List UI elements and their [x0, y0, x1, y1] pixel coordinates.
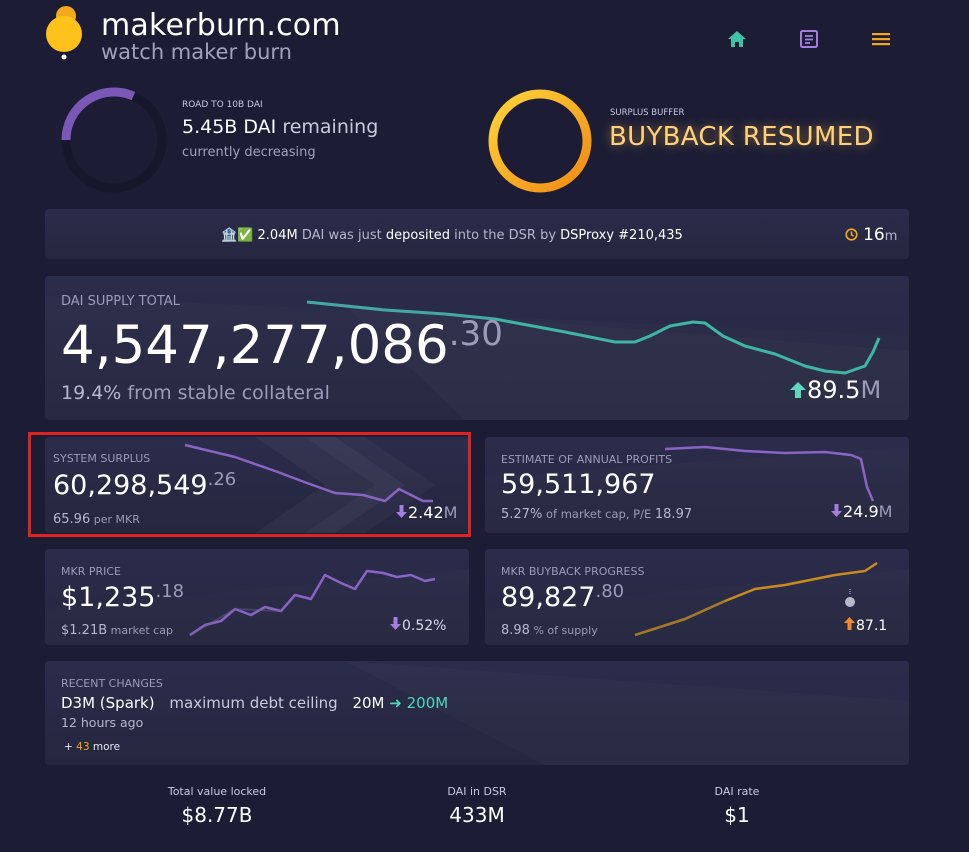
surplus-label: SYSTEM SURPLUS [53, 452, 151, 465]
arrow-up-icon [790, 382, 806, 398]
profits-pct-text: of market cap, P/E [542, 507, 655, 521]
surplus-change-unit: M [443, 503, 458, 522]
nav-docs-button[interactable] [799, 29, 819, 49]
mkr-price-change: 0.52% [402, 618, 447, 634]
recent-item-to: 200M [406, 694, 449, 712]
road-progress-ring [60, 86, 168, 194]
footer-stat-value: $8.77B [181, 803, 253, 827]
buyback-change: 87.1 [856, 618, 888, 634]
recent-item-name: D3M (Spark) [61, 694, 155, 712]
footer-stat-dsr: DAI in DSR 433M [397, 785, 557, 827]
supply-stable-text: from stable collateral [121, 382, 330, 404]
recent-item-from: 20M [352, 694, 385, 712]
menu-icon [872, 33, 890, 46]
site-tagline: watch maker burn [101, 40, 292, 64]
document-icon [800, 30, 818, 48]
buffer-label: SURPLUS BUFFER [610, 108, 685, 118]
mkr-price-label: MKR PRICE [61, 565, 121, 578]
supply-change-value: 89.5 [807, 376, 861, 404]
more-suffix: more [89, 741, 121, 753]
recent-label: RECENT CHANGES [61, 677, 163, 690]
logo-bulb-icon [42, 4, 86, 62]
more-changes-link[interactable]: + 43 more [64, 741, 120, 753]
surplus-decimal: .26 [207, 469, 237, 490]
surplus-change-value: 2.42 [408, 503, 444, 522]
ticker-time-unit: m [884, 229, 898, 244]
arrow-down-icon [390, 617, 401, 630]
nav-home-button[interactable] [726, 29, 748, 49]
ticker-emoji: 🏦✅ [221, 228, 254, 243]
system-surplus-card[interactable]: SYSTEM SURPLUS 60,298,549.26 65.96 per M… [45, 437, 469, 533]
buffer-ring [487, 88, 593, 194]
profits-pct: 5.27% [501, 507, 543, 522]
mkr-market-cap: $1.21B [61, 623, 108, 638]
arrow-up-icon [844, 617, 855, 630]
recent-item-time: 12 hours ago [61, 715, 144, 730]
ticker-amount: 2.04M [257, 228, 298, 243]
supply-sparkline [306, 300, 881, 375]
ticker-actor[interactable]: DSProxy #210,435 [560, 228, 683, 243]
buyback-pct: 8.98 [501, 623, 530, 638]
ticker-time-value: 16 [863, 225, 885, 245]
footer-stat-label: DAI rate [714, 785, 760, 798]
buyback-label: MKR BUYBACK PROGRESS [501, 565, 645, 578]
buffer-status: BUYBACK RESUMED [609, 122, 874, 152]
more-prefix: + [64, 741, 77, 753]
buyback-decimal: .80 [595, 581, 625, 602]
supply-stable-pct: 19.4% [61, 382, 122, 404]
nav-menu-button[interactable] [871, 31, 891, 47]
ticker-action: deposited [385, 228, 451, 243]
more-count: 43 [76, 741, 90, 753]
footer-stat-value: $1 [724, 803, 750, 827]
surplus-value: 60,298,549 [53, 470, 208, 501]
ticker-text-1: DAI was just [297, 228, 386, 243]
mkr-price-sparkline [189, 569, 436, 637]
profits-change-unit: M [878, 502, 893, 521]
ticker-text-2: into the DSR by [450, 228, 561, 243]
supply-label: DAI SUPPLY TOTAL [61, 294, 180, 309]
profits-value: 59,511,967 [501, 469, 656, 500]
road-amount: 5.45B DAI [182, 116, 277, 138]
activity-ticker[interactable]: 🏦✅ 2.04M DAI was just deposited into the… [45, 209, 909, 259]
bomb-icon [843, 587, 857, 609]
highlight-box [28, 432, 471, 537]
buyback-pct-text: % of supply [529, 624, 598, 637]
mkr-price-value: $1,235 [61, 582, 156, 613]
annual-profits-card[interactable]: ESTIMATE OF ANNUAL PROFITS 59,511,967 5.… [485, 437, 909, 533]
road-label: ROAD TO 10B DAI [182, 100, 263, 110]
clock-icon [845, 228, 858, 241]
mkr-market-cap-text: market cap [107, 624, 173, 637]
site-title[interactable]: makerburn.com [101, 8, 341, 43]
footer-stat-tvl: Total value locked $8.77B [137, 785, 297, 827]
mkr-price-card[interactable]: MKR PRICE $1,235.18 $1.21B market cap 0.… [45, 549, 469, 645]
recent-item-param: maximum debt ceiling [169, 694, 338, 712]
footer-stat-rate: DAI rate $1 [657, 785, 817, 827]
mkr-buyback-card[interactable]: MKR BUYBACK PROGRESS 89,827.80 8.98 % of… [485, 549, 909, 645]
arrow-down-icon [396, 505, 407, 518]
profits-change-value: 24.9 [843, 502, 879, 521]
recent-changes-card[interactable]: RECENT CHANGES D3M (Spark) maximum debt … [45, 661, 909, 765]
profits-pe: 18.97 [654, 507, 693, 522]
arrow-right-icon: ➜ [389, 694, 402, 712]
surplus-per-mkr-text: per MKR [90, 513, 140, 526]
supply-decimal: .30 [448, 314, 503, 354]
supply-change-unit: M [860, 376, 882, 404]
dai-supply-card[interactable]: DAI SUPPLY TOTAL 4,547,277,086.30 19.4% … [45, 276, 909, 420]
profits-label: ESTIMATE OF ANNUAL PROFITS [501, 453, 673, 466]
home-icon [728, 31, 746, 47]
footer-stat-label: Total value locked [167, 785, 267, 798]
profits-sparkline [664, 445, 875, 502]
arrow-down-icon [831, 504, 842, 517]
road-status: currently decreasing [182, 145, 316, 160]
footer-stat-label: DAI in DSR [447, 785, 507, 798]
footer-stat-value: 433M [449, 803, 505, 827]
supply-value: 4,547,277,086 [61, 315, 449, 376]
buyback-value: 89,827 [501, 582, 596, 613]
road-suffix: remaining [276, 116, 379, 138]
surplus-per-mkr-value: 65.96 [53, 512, 91, 527]
mkr-price-decimal: .18 [155, 581, 185, 602]
surplus-sparkline [184, 443, 433, 503]
